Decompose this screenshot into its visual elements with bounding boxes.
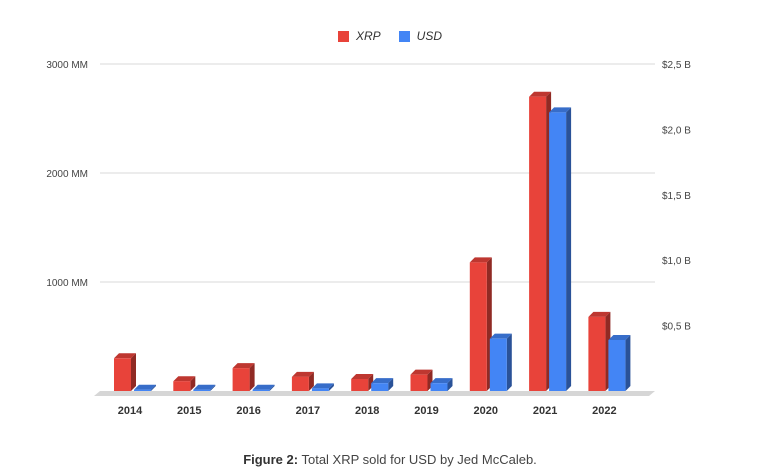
- bar-usd-2019: [430, 383, 448, 391]
- bar-xrp-2015-side: [190, 376, 196, 391]
- bar-usd-2020: [489, 338, 507, 391]
- chart-floor: [94, 391, 655, 396]
- legend-swatch-usd: [398, 30, 410, 42]
- x-tick-label-2014: 2014: [118, 405, 143, 417]
- legend-swatch-xrp: [337, 30, 349, 42]
- bar-usd-2015-side: [210, 384, 216, 391]
- x-tick-label-2021: 2021: [533, 405, 557, 417]
- chart-legend: XRP USD: [0, 29, 780, 43]
- bar-xrp-2018: [351, 379, 369, 391]
- bar-xrp-2019-top: [410, 369, 433, 375]
- bar-usd-2018: [371, 383, 389, 391]
- bar-usd-2020-side: [506, 333, 512, 391]
- caption-label: Figure 2:: [243, 452, 299, 467]
- y-right-tick-label: $1,0 B: [662, 256, 691, 267]
- bar-xrp-2019: [410, 374, 428, 391]
- bar-xrp-2016-side: [249, 363, 255, 391]
- bar-xrp-2021-top: [529, 91, 552, 97]
- x-tick-label-2017: 2017: [296, 405, 320, 417]
- y-left-tick-label: 2000 MM: [46, 169, 88, 180]
- bar-xrp-2017-top: [291, 371, 314, 377]
- x-tick-label-2019: 2019: [414, 405, 438, 417]
- bar-xrp-2016-top: [232, 363, 255, 369]
- bar-xrp-2020-top: [469, 257, 492, 263]
- y-left-tick-label: 3000 MM: [46, 60, 88, 71]
- legend-item-usd: USD: [398, 29, 443, 43]
- legend-label-xrp: XRP: [355, 29, 381, 43]
- bar-usd-2022-side: [625, 334, 631, 391]
- bar-xrp-2022-top: [588, 311, 611, 317]
- bar-xrp-2017: [291, 376, 309, 391]
- bar-usd-2015-top: [193, 384, 216, 390]
- y-right-tick-label: $1,5 B: [662, 191, 691, 202]
- bar-usd-2018-side: [388, 378, 394, 391]
- x-tick-label-2016: 2016: [236, 405, 260, 417]
- bar-xrp-2021: [529, 96, 547, 391]
- y-right-tick-label: $2,0 B: [662, 125, 691, 136]
- bar-usd-2020-top: [489, 333, 512, 339]
- y-left-tick-label: 1000 MM: [46, 278, 88, 289]
- bar-usd-2018-top: [371, 378, 394, 384]
- bar-usd-2019-top: [430, 378, 453, 384]
- bar-xrp-2015-top: [173, 376, 196, 382]
- bar-usd-2014: [134, 389, 151, 391]
- bar-usd-2016-side: [269, 384, 275, 391]
- bar-usd-2016: [252, 389, 270, 391]
- bar-usd-2017: [311, 388, 329, 391]
- bar-usd-2021: [549, 112, 567, 392]
- bar-xrp-2017-side: [308, 371, 314, 391]
- bar-usd-2021-side: [566, 107, 572, 392]
- x-tick-label-2018: 2018: [355, 405, 379, 417]
- bar-usd-2022-top: [608, 334, 631, 340]
- bar-xrp-2022: [588, 316, 606, 391]
- bar-usd-2017-side: [328, 383, 334, 391]
- bar-xrp-2014: [114, 358, 131, 391]
- bar-usd-2015: [193, 389, 211, 391]
- y-right-tick-label: $0,5 B: [662, 322, 691, 333]
- x-tick-label-2020: 2020: [474, 405, 498, 417]
- bar-usd-2017-top: [311, 383, 334, 389]
- x-tick-label-2015: 2015: [177, 405, 201, 417]
- caption-text: Total XRP sold for USD by Jed McCaleb.: [301, 452, 537, 467]
- legend-label-usd: USD: [416, 29, 443, 43]
- legend-item-xrp: XRP: [337, 29, 381, 43]
- x-tick-label-2022: 2022: [592, 405, 616, 417]
- bar-usd-2014-top: [134, 384, 156, 390]
- bar-xrp-2014-top: [114, 353, 136, 359]
- bar-xrp-2018-top: [351, 374, 374, 380]
- bar-xrp-2020: [469, 262, 487, 391]
- bar-usd-2022: [608, 339, 626, 391]
- bar-usd-2016-top: [252, 384, 275, 390]
- bar-xrp-2016: [232, 368, 250, 391]
- bar-usd-2019-side: [447, 378, 453, 391]
- y-right-tick-label: $2,5 B: [662, 60, 691, 71]
- bar-usd-2021-top: [549, 107, 572, 113]
- bar-usd-2014-side: [151, 384, 156, 391]
- figure-caption: Figure 2: Total XRP sold for USD by Jed …: [0, 452, 780, 467]
- bar-xrp-2015: [173, 381, 191, 391]
- bar-xrp-2014-side: [131, 353, 136, 391]
